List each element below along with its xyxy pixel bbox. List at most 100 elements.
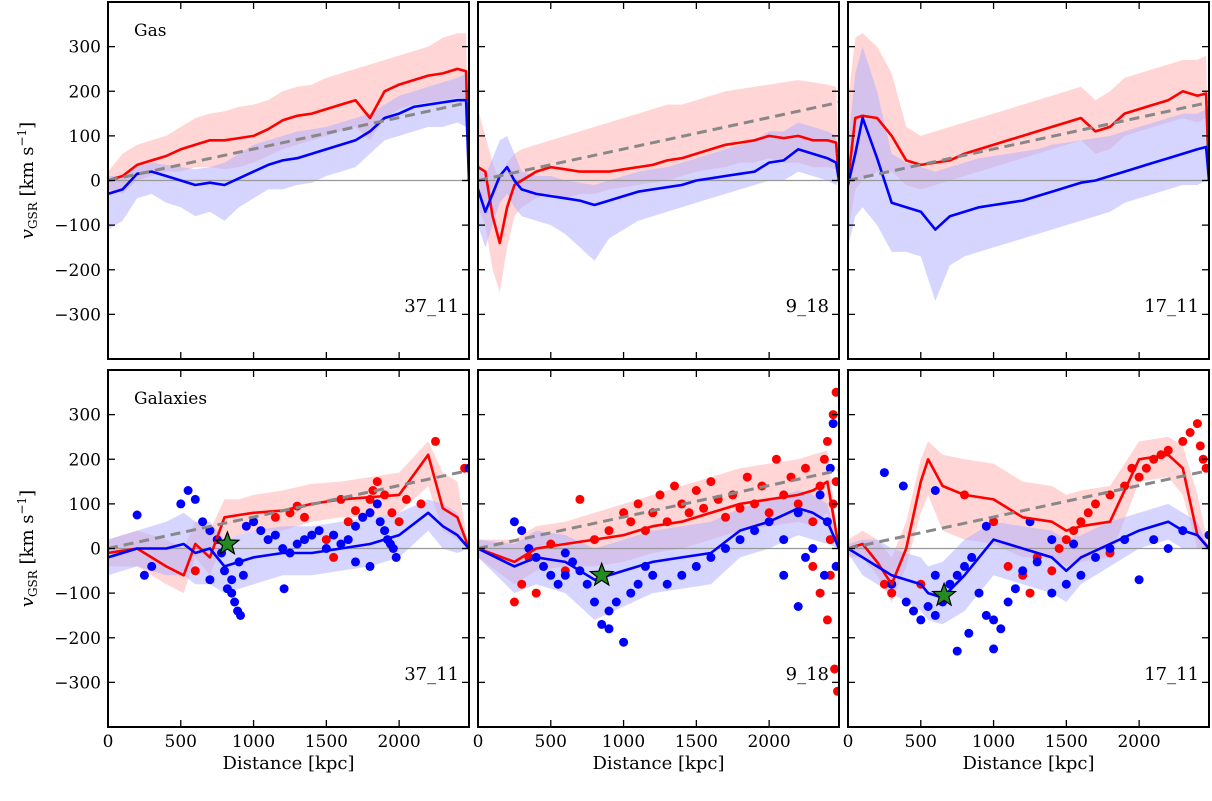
x-tick-label: 1500 <box>305 732 348 752</box>
blue-point <box>924 602 933 611</box>
red-point <box>395 517 404 526</box>
y-tick-label: 200 <box>69 82 101 102</box>
y-tick-label: −100 <box>54 584 101 604</box>
blue-point <box>1076 571 1085 580</box>
red-point <box>626 517 635 526</box>
blue-point <box>329 531 338 540</box>
x-tick-label: 2000 <box>1117 732 1160 752</box>
blue-point <box>184 486 193 495</box>
red-point <box>431 437 440 446</box>
blue-point <box>198 517 207 526</box>
red-point <box>634 499 643 508</box>
blue-point <box>140 571 149 580</box>
red-point <box>823 437 832 446</box>
red-point <box>605 526 614 535</box>
blue-point <box>351 557 360 566</box>
red-point <box>532 589 541 598</box>
blue-point <box>376 517 385 526</box>
panel-gas-2: 17_11 <box>848 2 1209 359</box>
y-label-subscript: GSR <box>26 569 40 597</box>
blue-point <box>133 511 142 520</box>
red-point <box>1135 473 1144 482</box>
blue-point <box>236 611 245 620</box>
y-tick-label: −100 <box>54 216 101 236</box>
y-label-exponent: −1 <box>15 497 29 515</box>
red-point <box>808 517 817 526</box>
blue-point <box>779 535 788 544</box>
blue-point <box>909 607 918 616</box>
plot-area <box>108 33 469 229</box>
x-tick-label: 500 <box>165 732 197 752</box>
y-label-units: [km s <box>17 147 38 203</box>
panel-gas-1: 9_18 <box>478 2 839 359</box>
y-label-symbol: v <box>17 229 38 239</box>
plot-area <box>848 419 1212 655</box>
red-point <box>772 455 781 464</box>
blue-point <box>648 571 657 580</box>
y-label-units: [km s <box>17 515 38 571</box>
blue-point <box>344 535 353 544</box>
blue-point <box>227 589 236 598</box>
blue-point <box>1004 598 1013 607</box>
red-point <box>373 477 382 486</box>
blue-point <box>366 562 375 571</box>
blue-point <box>880 468 889 477</box>
blue-point <box>626 589 635 598</box>
x-axis-label: Distance [kpc] <box>593 753 725 774</box>
blue-point <box>546 571 555 580</box>
red-point <box>517 580 526 589</box>
blue-point <box>899 482 908 491</box>
blue-point <box>1018 566 1027 575</box>
blue-point <box>227 575 236 584</box>
red-point <box>823 615 832 624</box>
blue-point <box>794 602 803 611</box>
x-axis-label: Distance [kpc] <box>963 753 1095 774</box>
x-tick-label: 1500 <box>1045 732 1088 752</box>
x-tick-label: 500 <box>535 732 567 752</box>
panel-run-label: 9_18 <box>786 296 829 317</box>
red-point <box>1178 437 1187 446</box>
y-axis-label: vGSR [km s−1] <box>15 122 40 239</box>
blue-point <box>605 607 614 616</box>
blue-point <box>517 526 526 535</box>
blue-point <box>392 553 401 562</box>
x-axis-label: Distance [kpc] <box>223 753 355 774</box>
blue-point <box>779 571 788 580</box>
red-point <box>1084 508 1093 517</box>
x-tick-label: 0 <box>473 732 484 752</box>
y-axis-label: vGSR [km s−1] <box>15 490 40 607</box>
y-tick-label: 200 <box>69 450 101 470</box>
red-point <box>656 490 665 499</box>
x-tick-label: 0 <box>103 732 114 752</box>
blue-point <box>239 571 248 580</box>
red-point <box>575 495 584 504</box>
red-point <box>387 508 396 517</box>
red-point <box>1186 428 1195 437</box>
panel-title: Galaxies <box>134 389 207 409</box>
blue-point <box>996 624 1005 633</box>
x-tick-label: 2000 <box>747 732 790 752</box>
blue-point <box>561 571 570 580</box>
blue-point <box>271 531 280 540</box>
x-tick-label: 1000 <box>602 732 645 752</box>
blue-point <box>256 526 265 535</box>
blue-point <box>561 549 570 558</box>
blue-point <box>982 522 991 531</box>
red-point <box>510 598 519 607</box>
blue-point <box>315 526 324 535</box>
blue-point <box>1069 540 1078 549</box>
blue-point <box>373 499 382 508</box>
y-tick-label: −300 <box>54 673 101 693</box>
red-point <box>830 665 839 674</box>
plot-area <box>478 388 844 696</box>
blue-point <box>191 495 200 504</box>
blue-point <box>634 580 643 589</box>
blue-point <box>989 644 998 653</box>
y-label-exponent: −1 <box>15 129 29 147</box>
blue-point <box>736 535 745 544</box>
blue-point <box>975 589 984 598</box>
red-point <box>765 508 774 517</box>
blue-point <box>205 575 214 584</box>
